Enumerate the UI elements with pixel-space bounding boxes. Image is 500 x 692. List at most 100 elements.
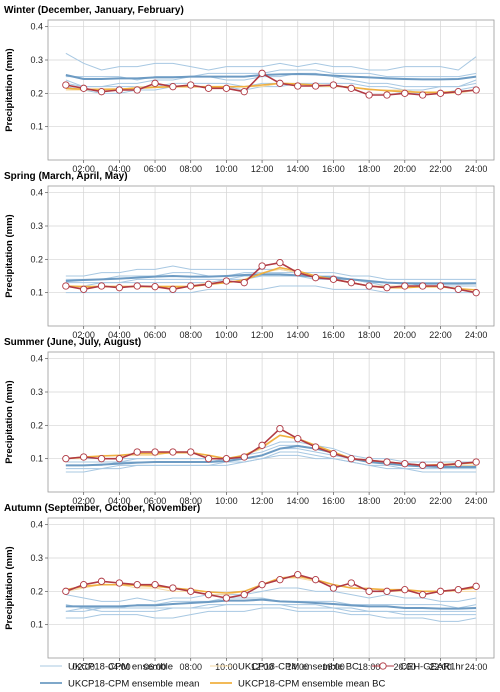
observed-point — [62, 81, 70, 89]
plot-frame — [47, 185, 495, 327]
observed-point — [258, 581, 266, 589]
x-tick-label: 06:00 — [144, 164, 167, 174]
observed-point — [454, 586, 462, 594]
observed-point — [329, 584, 338, 592]
x-tick-label: 14:00 — [286, 164, 309, 174]
observed-point — [115, 455, 124, 463]
observed-point — [169, 285, 177, 293]
observed-point — [115, 86, 124, 94]
observed-point — [187, 448, 195, 456]
observed-point — [240, 279, 248, 287]
observed-point — [187, 282, 195, 290]
y-tick-label: 0.3 — [30, 221, 43, 231]
observed-point — [401, 460, 409, 468]
x-tick-label: 12:00 — [251, 164, 274, 174]
observed-point — [436, 282, 445, 290]
observed-point — [97, 455, 106, 463]
observed-point — [97, 577, 106, 585]
observed-point — [80, 285, 88, 293]
observed-point — [401, 89, 409, 97]
x-tick-label: 22:00 — [429, 662, 452, 672]
observed-point — [222, 84, 231, 92]
y-tick-label: 0.3 — [30, 387, 43, 397]
observed-point — [472, 86, 480, 94]
observed-point — [454, 88, 462, 96]
observed-point — [80, 581, 88, 589]
observed-point — [294, 571, 302, 579]
x-tick-label: 22:00 — [429, 330, 452, 340]
observed-point — [329, 81, 338, 89]
observed-point — [294, 269, 302, 277]
x-tick-label: 02:00 — [72, 164, 95, 174]
x-tick-label: 10:00 — [215, 330, 238, 340]
chart-panel-2: Spring (March, April, May) 0.1 0.2 0.3 0.4 02… — [4, 171, 495, 340]
observed-point — [187, 81, 195, 89]
series-line-bc — [65, 82, 477, 94]
x-tick-label: 08:00 — [179, 330, 202, 340]
observed-point — [418, 282, 427, 290]
x-tick-label: 12:00 — [251, 496, 274, 506]
observed-point — [240, 88, 248, 96]
observed-point — [365, 456, 373, 464]
observed-point — [151, 448, 159, 456]
x-tick-label: 06:00 — [144, 330, 167, 340]
observed-point — [347, 455, 355, 463]
observed-point — [454, 460, 462, 468]
observed-point — [80, 453, 88, 461]
observed-point — [472, 458, 480, 466]
observed-point — [436, 587, 445, 595]
x-tick-label: 12:00 — [251, 662, 274, 672]
y-axis-label: Precipitation (mm) — [4, 380, 15, 463]
observed-point — [222, 455, 231, 463]
observed-point — [436, 461, 445, 469]
plot-frame — [47, 517, 495, 659]
x-tick-label: 24:00 — [465, 330, 488, 340]
legend-label: UKCP18-CPM ensemble mean — [68, 679, 199, 690]
x-tick-label: 10:00 — [215, 662, 238, 672]
observed-point — [133, 581, 141, 589]
series-line-mean — [65, 598, 477, 610]
x-tick-label: 02:00 — [72, 496, 95, 506]
observed-point — [80, 84, 88, 92]
x-tick-label: 02:00 — [72, 330, 95, 340]
y-tick-label: 0.2 — [30, 88, 43, 98]
observed-point — [115, 579, 124, 587]
observed-point — [151, 79, 159, 87]
observed-point — [347, 579, 355, 587]
observed-point — [258, 262, 266, 270]
x-tick-label: 22:00 — [429, 164, 452, 174]
panel-title: Winter (December, January, February) — [4, 5, 184, 16]
series-line-ens — [65, 69, 477, 81]
observed-point — [276, 259, 284, 267]
series-line-ens — [65, 72, 477, 88]
x-tick-label: 12:00 — [251, 330, 274, 340]
observed-point — [276, 79, 284, 87]
observed-point — [418, 591, 427, 599]
observed-point — [436, 89, 445, 97]
observed-point — [169, 83, 177, 91]
observed-point — [204, 591, 213, 599]
legend-marker — [379, 662, 387, 670]
series-line-ens — [65, 265, 477, 280]
x-tick-label: 18:00 — [358, 164, 381, 174]
y-tick-label: 0.2 — [30, 420, 43, 430]
y-tick-label: 0.2 — [30, 254, 43, 264]
panel-title: Autumn (September, October, November) — [4, 503, 200, 514]
observed-point — [383, 458, 391, 466]
x-tick-label: 24:00 — [465, 164, 488, 174]
observed-point — [383, 284, 391, 292]
y-tick-label: 0.1 — [30, 122, 43, 132]
observed-point — [454, 285, 462, 293]
x-tick-label: 22:00 — [429, 496, 452, 506]
observed-point — [294, 435, 302, 443]
x-tick-label: 20:00 — [394, 662, 417, 672]
legend-label: CEH-GEAR1hr — [400, 662, 464, 673]
x-tick-label: 04:00 — [108, 496, 131, 506]
series-line-ens — [65, 52, 477, 71]
observed-point — [204, 455, 213, 463]
panel-title: Spring (March, April, May) — [4, 171, 128, 182]
series-line-ens — [65, 451, 477, 470]
series-line-ens — [65, 285, 477, 294]
x-tick-label: 02:00 — [72, 662, 95, 672]
